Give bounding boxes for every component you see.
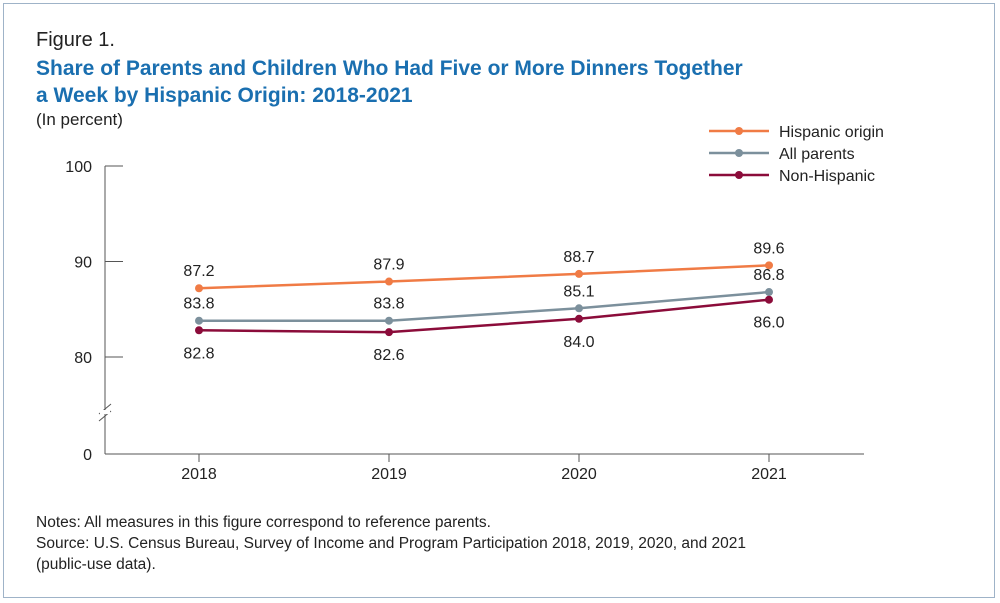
legend-label: Non-Hispanic bbox=[779, 168, 875, 185]
data-point bbox=[765, 261, 773, 270]
x-tick-label: 2019 bbox=[371, 466, 407, 483]
data-label: 86.8 bbox=[753, 267, 784, 284]
legend-label: Hispanic origin bbox=[779, 124, 884, 141]
data-label: 87.9 bbox=[373, 257, 404, 274]
data-label: 83.8 bbox=[373, 296, 404, 313]
figure-label: Figure 1. bbox=[36, 29, 115, 51]
data-label: 83.8 bbox=[183, 296, 214, 313]
chart-title-line-1: Share of Parents and Children Who Had Fi… bbox=[36, 57, 743, 80]
x-tick-label: 2020 bbox=[561, 466, 597, 483]
y-tick-label: 0 bbox=[83, 447, 92, 464]
data-label: 82.6 bbox=[373, 347, 404, 364]
chart-title: Share of Parents and Children Who Had Fi… bbox=[36, 55, 936, 109]
data-label: 84.0 bbox=[563, 334, 594, 351]
x-tick-label: 2021 bbox=[751, 466, 787, 483]
series-line-all-parents bbox=[199, 290, 770, 322]
data-label: 82.8 bbox=[183, 345, 214, 362]
figure-frame bbox=[3, 3, 995, 598]
series-line-non-hispanic bbox=[198, 298, 770, 334]
data-point bbox=[765, 295, 773, 304]
notes-text: Notes: All measures in this figure corre… bbox=[36, 514, 491, 531]
data-point bbox=[575, 314, 583, 323]
data-label: 86.0 bbox=[753, 315, 784, 332]
legend-swatch-marker bbox=[735, 171, 743, 179]
y-tick-label: 80 bbox=[74, 350, 92, 367]
legend-swatch-marker bbox=[735, 149, 743, 157]
chart-subtitle: (In percent) bbox=[36, 110, 123, 129]
data-point bbox=[385, 316, 393, 325]
data-point bbox=[195, 326, 203, 335]
data-label: 85.1 bbox=[563, 283, 594, 300]
source-text-line-2: (public-use data). bbox=[36, 556, 156, 573]
data-point bbox=[575, 304, 583, 313]
legend-label: All parents bbox=[779, 146, 855, 163]
source-text-line-1: Source: U.S. Census Bureau, Survey of In… bbox=[36, 535, 746, 552]
data-point bbox=[195, 284, 203, 293]
y-axis-break-gap bbox=[100, 410, 110, 414]
series-line-hispanic-origin bbox=[198, 264, 770, 290]
y-tick-label: 100 bbox=[65, 159, 92, 176]
data-point bbox=[195, 316, 203, 325]
y-tick-label: 90 bbox=[74, 255, 92, 272]
notes-block: Notes: All measures in this figure corre… bbox=[36, 512, 936, 575]
data-label: 87.2 bbox=[183, 263, 214, 280]
chart-title-line-2: a Week by Hispanic Origin: 2018-2021 bbox=[36, 84, 413, 107]
data-label: 88.7 bbox=[563, 249, 594, 266]
legend-swatch-marker bbox=[735, 127, 743, 135]
x-tick-label: 2018 bbox=[181, 466, 217, 483]
data-point bbox=[575, 269, 583, 278]
data-label: 89.6 bbox=[753, 240, 784, 257]
data-point bbox=[765, 288, 773, 297]
data-point bbox=[385, 277, 393, 286]
data-point bbox=[385, 328, 393, 337]
